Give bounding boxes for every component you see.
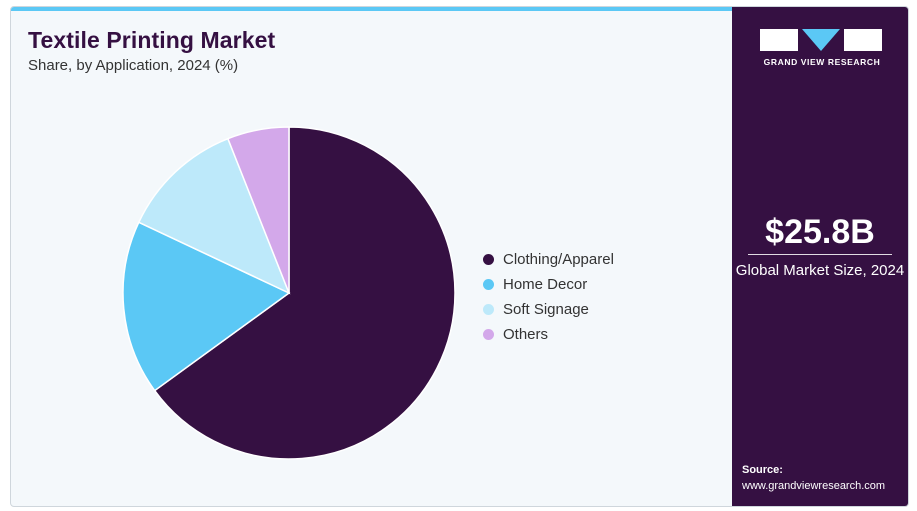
chart-legend: Clothing/Apparel Home Decor Soft Signage Ot… — [483, 247, 614, 347]
chart-subtitle: Share, by Application, 2024 (%) — [28, 57, 239, 74]
logo-v-triangle — [802, 29, 840, 51]
legend-label: Others — [503, 326, 549, 343]
source-url: www.grandviewresearch.com — [742, 480, 886, 492]
legend-item: Clothing/Apparel — [483, 247, 614, 272]
legend-item: Others — [483, 322, 614, 347]
legend-swatch — [483, 304, 494, 315]
legend-swatch — [483, 254, 494, 265]
market-size-value: $25.8B — [765, 213, 875, 251]
chart-card: Textile Printing Market Share, by Applic… — [10, 6, 909, 507]
brand-logo: GRAND VIEW RESEARCH — [760, 29, 884, 67]
legend-label: Home Decor — [503, 276, 588, 293]
value-divider — [748, 254, 892, 255]
logo-r-block — [844, 29, 882, 51]
info-panel: GRAND VIEW RESEARCH $25.8B Global Market… — [732, 7, 908, 506]
source-label: Source: — [742, 464, 783, 476]
legend-label: Clothing/Apparel — [503, 251, 614, 268]
top-accent-bar — [11, 7, 732, 11]
logo-g-block — [760, 29, 798, 51]
legend-item: Soft Signage — [483, 297, 614, 322]
pie-slice-soft-signage — [137, 137, 291, 295]
legend-swatch — [483, 279, 494, 290]
legend-swatch — [483, 329, 494, 340]
chart-title: Textile Printing Market — [28, 27, 276, 53]
pie-svg — [122, 126, 456, 460]
pie-slice-others — [226, 126, 290, 294]
pie-slice-home-decor — [122, 221, 291, 392]
market-size-caption: Global Market Size, 2024 — [735, 262, 905, 279]
brand-name: GRAND VIEW RESEARCH — [763, 57, 881, 67]
legend-label: Soft Signage — [503, 301, 589, 318]
pie-chart — [121, 125, 457, 461]
pie-slice-clothing-apparel — [153, 126, 456, 460]
legend-item: Home Decor — [483, 272, 614, 297]
